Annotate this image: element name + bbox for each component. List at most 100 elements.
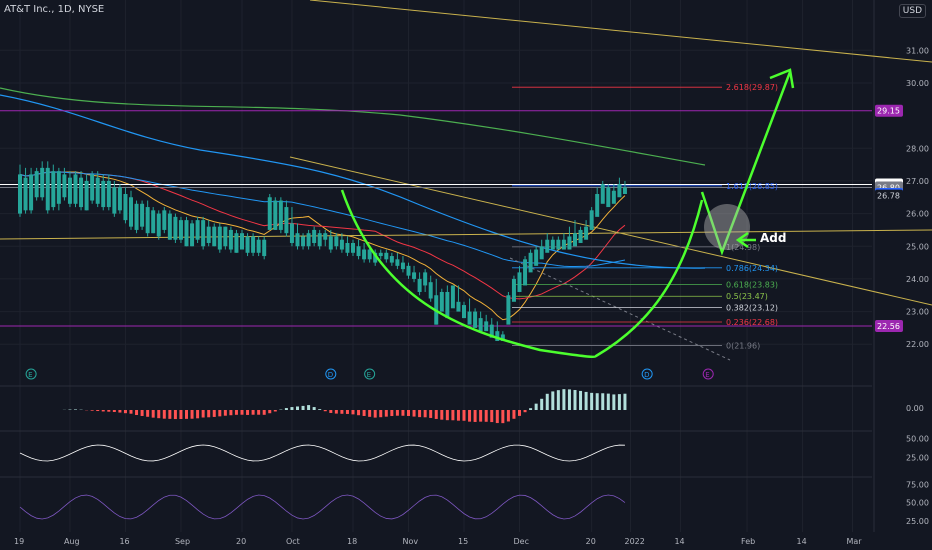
price-tick-label: 22.00 <box>906 340 929 349</box>
event-label: D <box>644 371 649 379</box>
trend-line-descending <box>289 156 932 306</box>
drawings[interactable]: Add <box>340 68 795 358</box>
candle-body <box>384 252 389 260</box>
candle-body <box>73 174 78 204</box>
moving-averages <box>0 87 706 321</box>
price-tick-label: 28.00 <box>906 144 929 153</box>
candle-body <box>500 334 505 341</box>
pane-tick-label: 75.00 <box>906 480 929 489</box>
price-tick-label: 24.00 <box>906 275 929 284</box>
candle-body <box>339 239 344 250</box>
macd-histogram-bar <box>529 408 533 410</box>
macd-histogram-bar <box>395 410 399 416</box>
macd-histogram-bar <box>146 410 150 417</box>
price-tick-label: 27.00 <box>906 177 929 186</box>
candle-body <box>445 291 450 319</box>
macd-histogram-bar <box>501 410 505 424</box>
candle-body <box>145 207 150 234</box>
candle-body <box>517 272 522 292</box>
candle-body <box>67 177 72 204</box>
candle-body <box>56 171 61 204</box>
candle-body <box>406 265 411 276</box>
price-tick-label: 30.00 <box>906 79 929 88</box>
candle-body <box>173 216 178 240</box>
currency-button[interactable]: USD <box>898 4 926 18</box>
candle-body <box>212 226 217 247</box>
event-marker <box>364 368 376 380</box>
trend-line-support <box>0 229 932 240</box>
time-axis[interactable]: 19 Aug 16 Sep 20 Oct 18 Nov 15 Dec 20 2022 14 Feb 14 Ma… <box>14 537 862 546</box>
candle-body <box>606 187 611 208</box>
macd-histogram-bar <box>495 410 499 424</box>
candle-body <box>156 213 161 237</box>
price-tick-label: 26.00 <box>906 210 929 219</box>
macd-histogram-bar <box>456 410 460 421</box>
macd-histogram-bar <box>268 410 272 414</box>
price-axis[interactable]: 31.00 30.00 28.00 27.00 26.00 25.00 24.00 23.00… <box>875 46 929 526</box>
fib-level-label: 0.786(24.34) <box>726 264 778 273</box>
candle-body <box>106 180 111 208</box>
macd-histogram-bar <box>246 410 250 415</box>
macd-histogram-bar <box>290 407 294 410</box>
candle-body <box>178 220 183 240</box>
projection-arrowhead <box>769 68 795 89</box>
candle-body <box>251 236 256 253</box>
candle-body <box>223 226 228 247</box>
macd-histogram-bar <box>273 410 277 412</box>
macd-histogram-bar <box>490 410 494 423</box>
candle-body <box>395 259 400 266</box>
candle-body <box>556 239 561 250</box>
candle-body <box>184 220 189 247</box>
macd-histogram-bar <box>562 389 566 410</box>
macd-histogram-bar <box>301 405 305 410</box>
candle-body <box>190 223 195 247</box>
macd-histogram-bar <box>318 409 322 410</box>
candle-body <box>245 236 250 253</box>
macd-histogram-bar <box>362 410 366 416</box>
time-tick-label: Feb <box>741 537 755 546</box>
macd-histogram-bar <box>534 403 538 410</box>
macd-histogram-bar <box>96 410 100 412</box>
candle-body <box>506 295 511 325</box>
macd-histogram-bar <box>440 410 444 420</box>
price-label-text: 26.80 <box>877 183 900 192</box>
macd-histogram-bar <box>140 410 144 416</box>
event-marker <box>25 368 37 380</box>
macd-histogram-bar <box>523 410 527 413</box>
price-label-text: 26.78 <box>877 192 900 201</box>
candle-body <box>523 259 528 286</box>
candle-body <box>478 318 483 332</box>
candle-body <box>278 200 283 230</box>
macd-histogram-bar <box>556 390 560 410</box>
stoch-line <box>19 494 626 520</box>
candle-body <box>151 210 156 234</box>
price-label-badge <box>875 189 903 202</box>
macd-histogram-bar <box>445 410 449 421</box>
add-annotation: Add <box>760 231 786 245</box>
candle-body <box>600 184 605 204</box>
horizontal-lines[interactable] <box>0 110 872 327</box>
trend-lines[interactable] <box>0 0 932 361</box>
time-tick-label: Aug <box>64 537 80 546</box>
macd-histogram-bar <box>479 410 483 422</box>
candle-body <box>578 229 583 243</box>
candle-body <box>456 301 461 312</box>
macd-histogram-bar <box>185 410 188 419</box>
macd-histogram-bar <box>229 410 233 416</box>
macd-histogram-bar <box>617 394 621 410</box>
candle-body <box>295 233 300 247</box>
candle-body <box>117 187 122 211</box>
macd-histogram-bar <box>257 410 261 415</box>
candle-body <box>351 242 355 253</box>
macd-histogram-bar <box>545 393 549 410</box>
macd-histogram-bar <box>612 394 616 410</box>
cup-curve <box>340 189 704 358</box>
macd-histogram-bar <box>595 393 599 410</box>
indicator-panes <box>0 385 872 520</box>
candle-body <box>400 262 405 270</box>
fib-level-label: 0.236(22.68) <box>726 318 778 327</box>
candle-body <box>273 200 278 230</box>
candle-body <box>201 220 206 247</box>
